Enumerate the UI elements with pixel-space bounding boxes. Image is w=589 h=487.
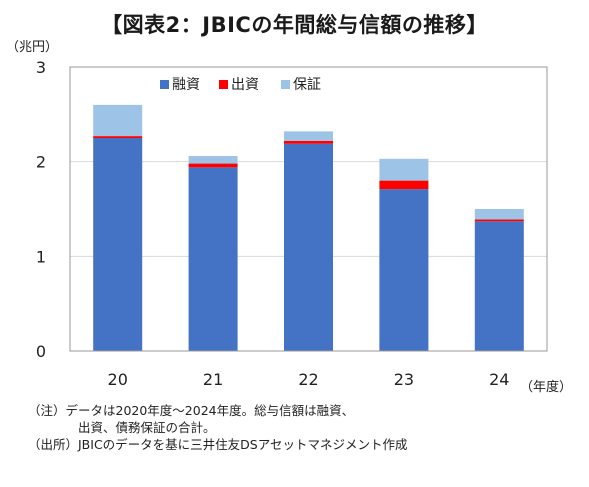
legend-swatch [160,80,169,89]
axes [69,66,548,352]
legend-label: 融資 [172,77,200,93]
y-tick-label: 2 [36,153,46,172]
x-axis-unit-label: （年度） [520,380,573,395]
note-line: （注）データは2020年度～2024年度。総与信額は融資、 [28,403,355,418]
bar-segment [188,155,238,164]
x-tick-label: 20 [108,370,128,389]
y-tick-label: 0 [36,342,46,361]
x-tick-label: 22 [298,370,318,389]
bar-segment [474,219,524,222]
bar-segment [93,104,143,137]
bar-segment [188,167,238,351]
y-tick-label: 1 [36,247,46,266]
y-tick-label: 3 [36,58,46,77]
bar-segment [284,131,333,141]
legend-swatch [219,80,228,89]
bars [93,104,524,351]
x-tick-label: 21 [203,370,223,389]
x-tick-label: 23 [394,370,414,389]
y-axis-unit-label: （兆円） [6,40,59,55]
legend: 融資 出資 保証 [160,77,321,93]
footnotes: （注）データは2020年度～2024年度。総与信額は融資、 出資、債務保証の合計… [28,402,584,453]
legend-label: 保証 [293,77,321,93]
bar-segment [284,143,333,351]
note-line: 出資、債務保証の合計。 [78,420,216,435]
bar-segment [379,180,429,190]
bar-segment [93,136,143,138]
bar-segment [284,140,333,144]
x-tick-label: 24 [489,370,509,389]
source-line: （出所）JBICのデータを基に三井住友DSアセットマネジメント作成 [28,437,408,452]
bar-segment [188,163,238,168]
bar-segment [474,209,524,220]
bar-segment [474,221,524,351]
legend-swatch [281,80,290,89]
bar-segment [379,189,429,351]
bar-segment [93,138,143,351]
chart-title: 【図表2：JBICの年間総与信額の推移】 [101,13,488,37]
bar-segment [379,158,429,181]
plot-frame [69,66,548,352]
legend-label: 出資 [231,77,259,93]
